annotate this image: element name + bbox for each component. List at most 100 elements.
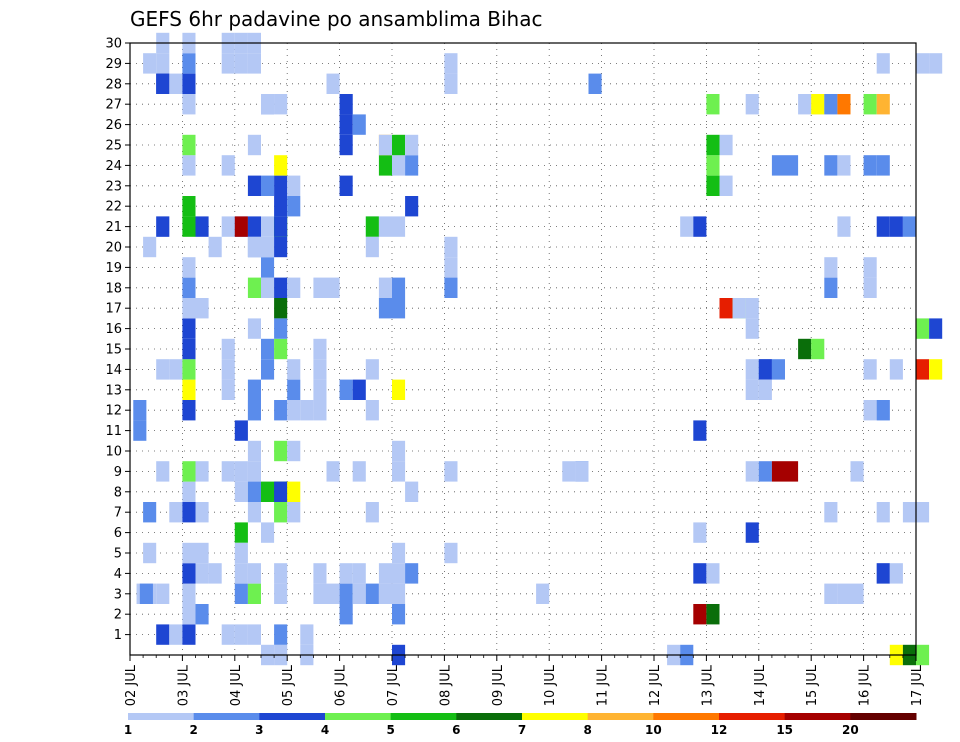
heatmap-cell [143, 53, 157, 74]
heatmap-cell [378, 216, 392, 237]
heatmap-cell [444, 277, 458, 298]
chart-title: GEFS 6hr padavine po ansamblima Bihac [130, 7, 542, 31]
heatmap-cell [247, 563, 261, 584]
heatmap-cell [274, 196, 288, 217]
heatmap-cell [133, 420, 147, 441]
color-legend: 1 2 3 4 5 6 7 8 10 12 15 20 [124, 713, 917, 737]
heatmap-cell [392, 379, 406, 400]
heatmap-cell [261, 216, 275, 237]
heatmap-cell [758, 461, 772, 482]
legend-swatch [128, 713, 195, 720]
heatmap-cell [221, 359, 235, 380]
y-tick-label: 8 [114, 485, 122, 500]
heatmap-cell [247, 624, 261, 645]
heatmap-cell [274, 277, 288, 298]
heatmap-cell [182, 624, 196, 645]
y-tick-label: 17 [105, 302, 122, 317]
y-tick-label: 30 [105, 37, 122, 52]
heatmap-cell [287, 440, 301, 462]
heatmap-cell [706, 134, 720, 156]
heatmap-cell [876, 502, 890, 523]
heatmap-cell [313, 400, 327, 421]
heatmap-cell [326, 73, 340, 94]
heatmap-cell [588, 73, 602, 94]
y-tick-label: 27 [105, 98, 122, 113]
heatmap-cell [706, 155, 720, 176]
legend-label: 10 [645, 723, 662, 737]
heatmap-cell [365, 359, 379, 380]
heatmap-cell [313, 583, 327, 604]
heatmap-cell [719, 298, 733, 319]
heatmap-cell [247, 134, 261, 156]
heatmap-cell [352, 461, 366, 482]
heatmap-cell [745, 461, 759, 482]
heatmap-cell [247, 440, 261, 462]
heatmap-cell [876, 94, 890, 115]
heatmap-cell [811, 338, 825, 360]
heatmap-cell [287, 379, 301, 400]
y-tick-label: 6 [114, 526, 122, 541]
heatmap-cell [352, 563, 366, 584]
heatmap-cell [876, 216, 890, 237]
y-tick-label: 24 [105, 159, 122, 174]
heatmap-cell [195, 216, 209, 237]
legend-swatch [653, 713, 720, 720]
x-tick-label: 16 JUL [858, 664, 873, 706]
y-tick-label: 19 [105, 261, 122, 276]
heatmap-cell [234, 53, 248, 74]
heatmap-cell [287, 175, 301, 196]
heatmap-cell [352, 583, 366, 604]
heatmap-cell [378, 134, 392, 156]
y-tick-label: 15 [105, 343, 122, 358]
heatmap-cell [916, 318, 930, 339]
heatmap-cell [837, 216, 851, 237]
heatmap-cell [405, 134, 419, 156]
heatmap-cell [274, 155, 288, 176]
heatmap-cell [143, 542, 157, 564]
heatmap-cell [758, 379, 772, 400]
heatmap-cell [902, 216, 916, 237]
heatmap-cell [837, 583, 851, 604]
heatmap-cell [182, 583, 196, 604]
heatmap-cell [785, 155, 799, 176]
heatmap-cell [706, 563, 720, 584]
heatmap-cell [221, 53, 235, 74]
heatmap-cell [139, 583, 153, 604]
heatmap-cell [261, 481, 275, 502]
legend-swatch [522, 713, 589, 720]
heatmap-cell [182, 277, 196, 298]
heatmap-cell [575, 461, 589, 482]
heatmap-cell [326, 277, 340, 298]
y-tick-label: 13 [105, 383, 122, 398]
y-tick-label: 10 [105, 445, 122, 460]
heatmap-cell [274, 236, 288, 258]
heatmap-cell [182, 134, 196, 156]
heatmap-cell [182, 73, 196, 94]
heatmap-cell [247, 216, 261, 237]
heatmap-cell [234, 624, 248, 645]
heatmap-cell [680, 216, 694, 237]
heatmap-cell [182, 604, 196, 625]
heatmap-cell [169, 502, 183, 523]
heatmap-cell [274, 400, 288, 421]
y-tick-label: 12 [105, 404, 122, 419]
heatmap-cell [156, 216, 170, 237]
heatmap-cell [247, 400, 261, 421]
heatmap-cell [339, 94, 353, 115]
heatmap-cell [247, 318, 261, 339]
heatmap-cell [300, 624, 314, 645]
x-tick-label: 02 JUL [124, 664, 139, 706]
heatmap-cell [339, 114, 353, 135]
heatmap-cell [392, 604, 406, 625]
y-tick-label: 3 [114, 587, 122, 602]
heatmap-cell [195, 542, 209, 564]
heatmap-cell [261, 236, 275, 258]
heatmap-cell [863, 359, 877, 380]
heatmap-cell [824, 257, 838, 278]
heatmap-cell [824, 502, 838, 523]
heatmap-cell [392, 440, 406, 462]
heatmap-cell [693, 216, 707, 237]
heatmap-cell [693, 420, 707, 441]
heatmap-cell [719, 175, 733, 196]
heatmap-cell [837, 94, 851, 115]
